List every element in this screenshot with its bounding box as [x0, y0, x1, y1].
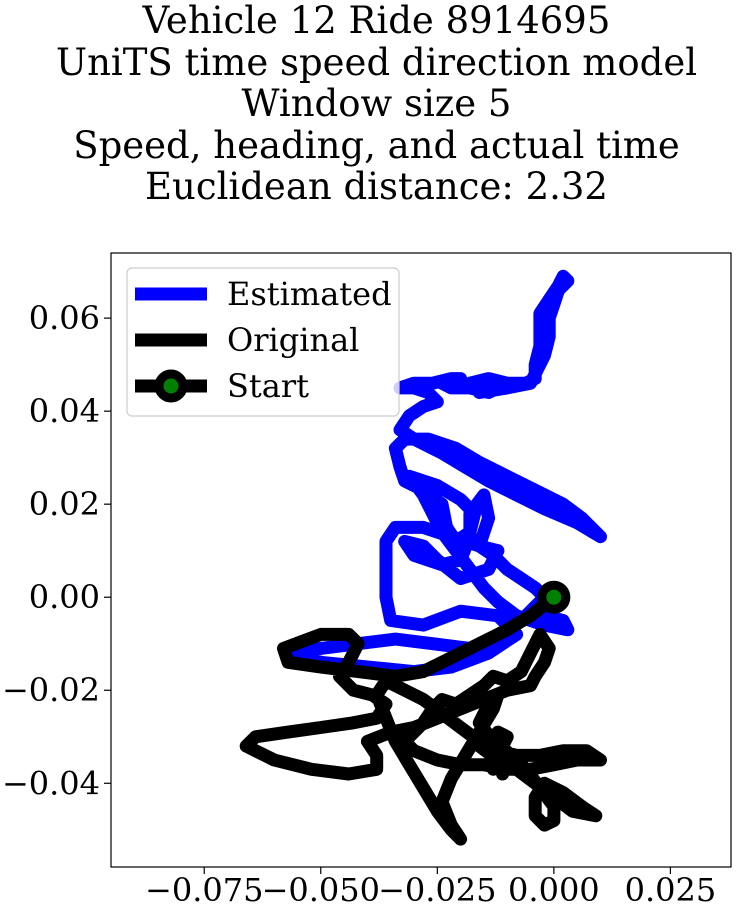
y-tick-label-4: 0.04: [29, 392, 100, 430]
legend-marker-start: [154, 369, 188, 403]
y-tick-label-1: −0.02: [2, 671, 100, 709]
title-line-1: Vehicle 12 Ride 8914695: [142, 0, 611, 42]
series-line-0: [291, 269, 607, 679]
legend-box: [126, 267, 400, 417]
legend-label-1: Original: [227, 321, 359, 359]
legend-label-2: Start: [227, 367, 309, 405]
title-line-3: Window size 5: [241, 82, 512, 126]
y-tick-label-3: 0.02: [29, 485, 100, 523]
series-line-1: [239, 590, 607, 846]
y-tick-label-0: −0.04: [2, 764, 100, 802]
title-line-5: Euclidean distance: 2.32: [145, 165, 608, 209]
y-tick-label-5: 0.06: [29, 299, 100, 337]
series-layer: [239, 269, 607, 846]
plot-frame: [110, 252, 732, 868]
start-marker: [537, 580, 571, 614]
legend: Estimated Original Start: [126, 267, 400, 417]
x-tick-label-0: −0.075: [145, 871, 263, 909]
chart-title: Vehicle 12 Ride 8914695 UniTS time speed…: [0, 0, 753, 208]
axes-layer: −0.075−0.050−0.025 0.000 0.025 −0.04 −0.02 0.…: [2, 252, 732, 909]
y-tick-label-2: 0.00: [29, 578, 100, 616]
title-line-4: Speed, heading, and actual time: [73, 123, 680, 167]
title-line-2: UniTS time speed direction model: [55, 40, 698, 84]
x-tick-label-2: −0.025: [378, 871, 496, 909]
legend-label-0: Estimated: [227, 275, 392, 313]
x-tick-label-4: 0.025: [625, 871, 717, 909]
x-tick-label-3: 0.000: [508, 871, 600, 909]
x-tick-label-1: −0.050: [262, 871, 380, 909]
